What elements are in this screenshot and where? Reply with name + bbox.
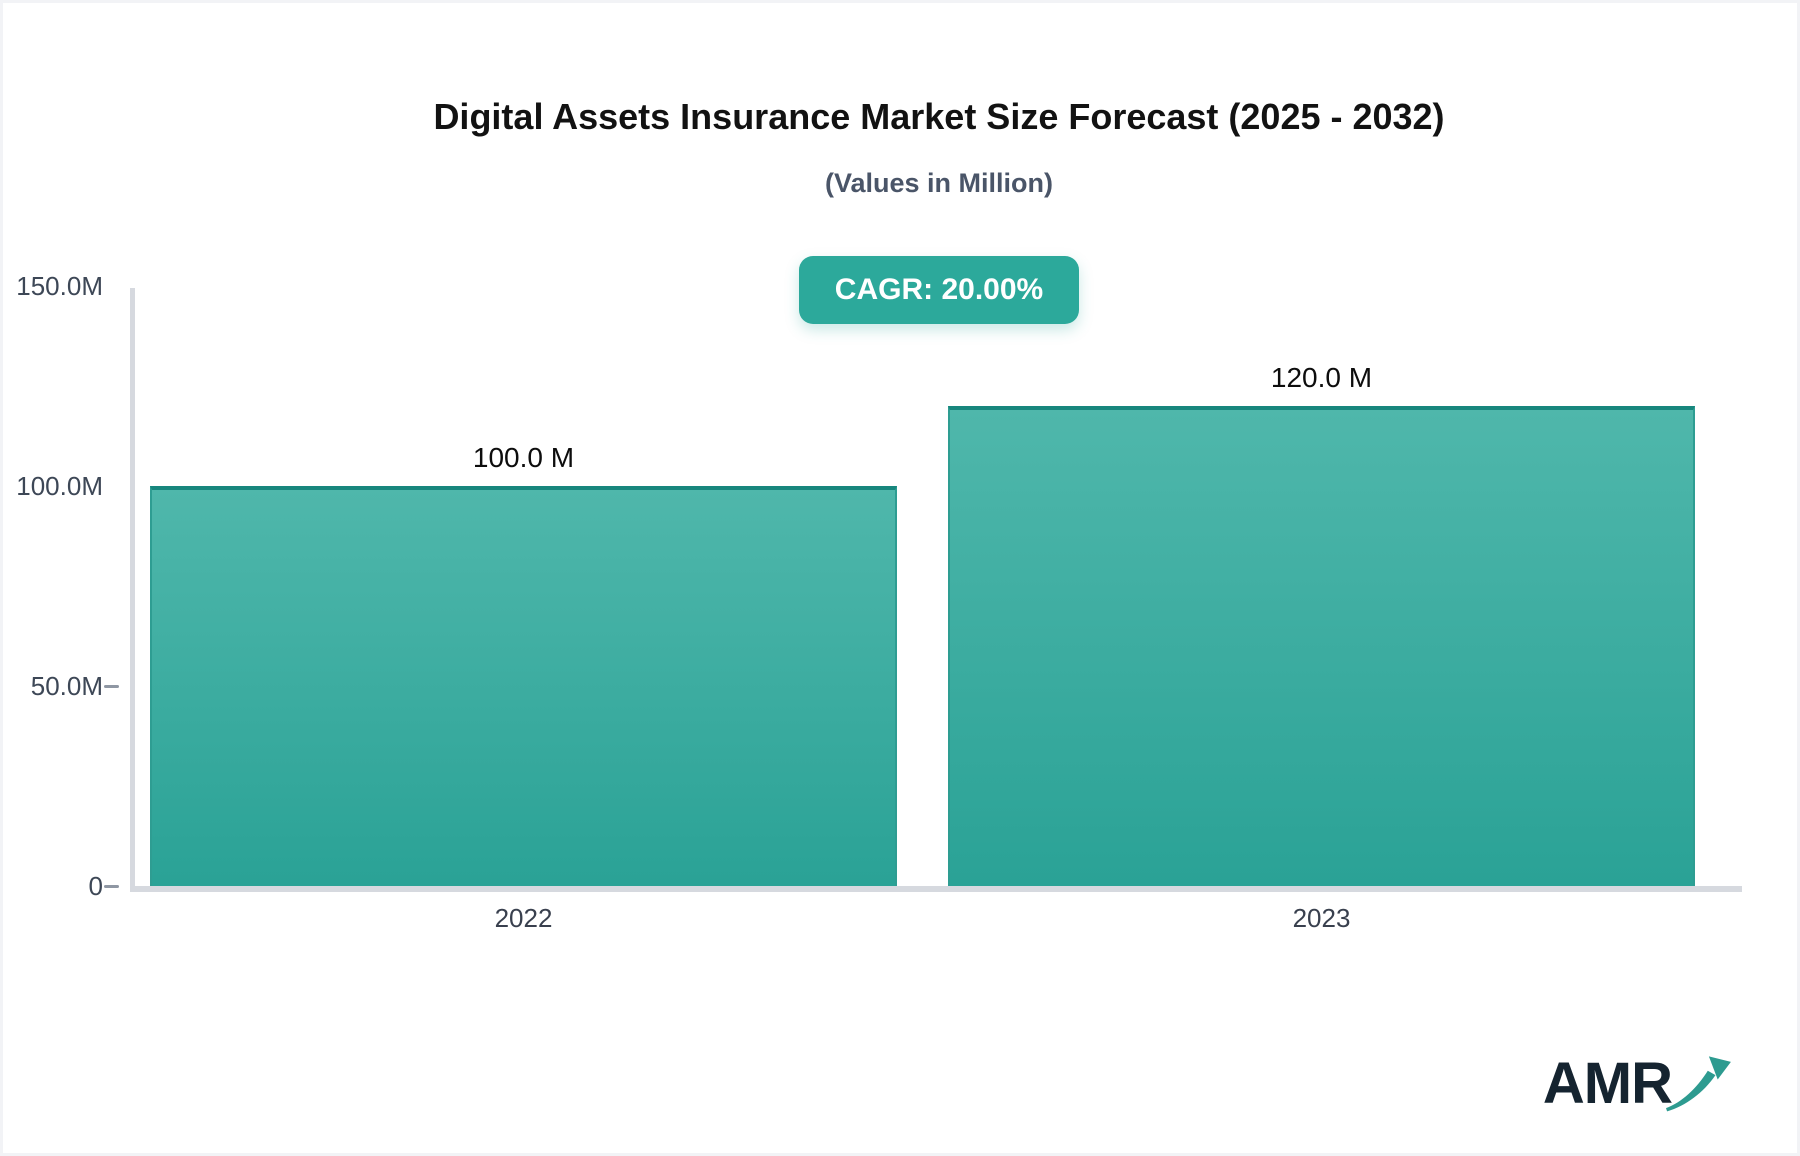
amr-logo-text: AMR bbox=[1542, 1051, 1673, 1116]
x-tick-label: 2023 bbox=[1292, 903, 1351, 933]
y-tick-label: 50.0M bbox=[30, 671, 103, 701]
y-tick-label: 150.0M bbox=[16, 271, 103, 301]
x-tick-label: 2022 bbox=[494, 903, 553, 933]
bar-value-label: 120.0 M bbox=[1270, 362, 1373, 393]
cagr-badge: CAGR: 20.00% bbox=[798, 256, 1080, 324]
y-tick-dash bbox=[104, 885, 119, 888]
y-tick-label: 100.0M bbox=[16, 471, 103, 501]
y-axis-line bbox=[130, 288, 135, 889]
bar-2023 bbox=[948, 406, 1695, 886]
amr-logo: AMR bbox=[1543, 1054, 1732, 1114]
cagr-badge-wrap: CAGR: 20.00% bbox=[136, 256, 1742, 324]
bar-value-label: 100.0 M bbox=[472, 442, 575, 473]
bar-2022 bbox=[150, 486, 897, 886]
y-tick-dash bbox=[104, 685, 119, 688]
x-axis-baseline bbox=[130, 886, 1742, 892]
chart-title: Digital Assets Insurance Market Size For… bbox=[433, 96, 1445, 137]
amr-logo-arrow-icon bbox=[1666, 1056, 1731, 1112]
y-tick-label: 0 bbox=[88, 871, 103, 901]
chart-subtitle: (Values in Million) bbox=[824, 168, 1054, 198]
